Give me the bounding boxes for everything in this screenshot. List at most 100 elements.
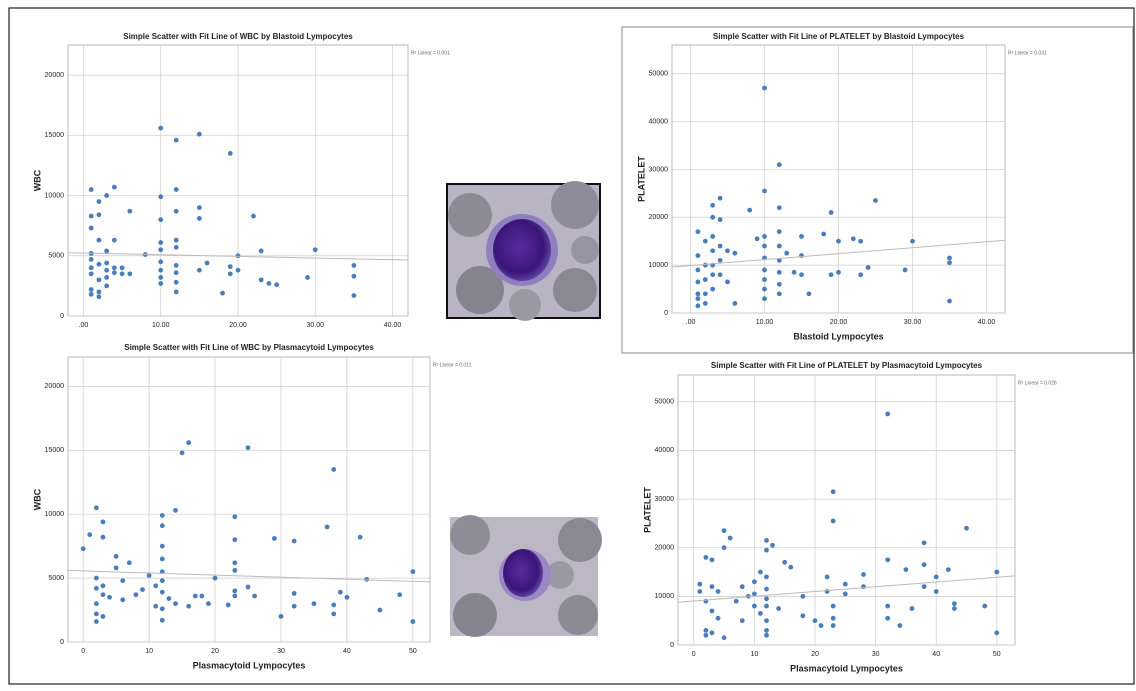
point (721, 545, 727, 551)
point (836, 269, 841, 275)
point (196, 205, 202, 211)
annotation: R² Linear = 0.026 (1018, 380, 1057, 386)
point (776, 281, 782, 287)
point (702, 291, 708, 297)
point (225, 602, 231, 608)
point (173, 279, 179, 285)
point (764, 603, 769, 609)
annotation: R² Linear = 0.011 (433, 362, 472, 368)
point (278, 614, 284, 619)
point (232, 588, 238, 594)
x-tick-label: 30.00 (307, 322, 325, 329)
point (710, 234, 716, 239)
x-tick-label: 0 (692, 651, 696, 658)
point (331, 602, 337, 608)
point (964, 525, 969, 531)
point (885, 557, 891, 563)
point (220, 290, 225, 296)
point (710, 272, 716, 278)
point (173, 187, 179, 192)
point (788, 564, 794, 570)
point (158, 275, 164, 280)
point (212, 575, 218, 581)
point (192, 593, 198, 599)
point (703, 555, 709, 560)
point (337, 589, 343, 595)
point (173, 507, 178, 513)
point (951, 606, 957, 611)
point (87, 532, 93, 538)
point (727, 535, 733, 541)
x-tick-label: 20 (811, 651, 819, 658)
plot-area (67, 356, 431, 643)
point (104, 248, 110, 254)
point (710, 214, 716, 220)
fit-line (677, 575, 1016, 603)
point (702, 262, 708, 268)
fit-line (67, 252, 409, 261)
cell-image (446, 181, 601, 321)
point (910, 238, 915, 244)
point (709, 630, 715, 636)
point (762, 243, 767, 249)
point (126, 560, 132, 566)
point (232, 514, 238, 520)
point (873, 198, 878, 203)
point (88, 287, 94, 292)
point (206, 601, 211, 607)
y-tick-label: 15000 (45, 447, 65, 454)
point (695, 253, 701, 258)
point (291, 591, 297, 596)
point (291, 603, 297, 609)
frame (8, 7, 1135, 685)
point (782, 559, 788, 565)
point (982, 603, 988, 609)
point (821, 231, 827, 237)
point (93, 601, 99, 607)
fit-line (671, 239, 1006, 268)
point (159, 606, 165, 612)
point (733, 598, 739, 604)
point (725, 279, 730, 285)
point (709, 557, 715, 563)
point (947, 298, 952, 304)
point (166, 596, 172, 601)
point (994, 630, 1000, 636)
y-tick-label: 0 (664, 310, 668, 317)
point (96, 212, 102, 218)
point (695, 229, 701, 235)
point (791, 269, 797, 275)
point (100, 614, 106, 619)
point (104, 283, 110, 289)
point (100, 534, 106, 540)
point (830, 489, 836, 495)
y-axis-label: WBC (32, 169, 42, 191)
panel-border (621, 26, 1134, 354)
point (100, 592, 106, 598)
point (885, 615, 891, 621)
point (800, 593, 806, 599)
point (717, 257, 723, 263)
point (245, 584, 251, 590)
point (271, 536, 277, 541)
point (158, 194, 164, 200)
chart-title: Simple Scatter with Fit Line of PLATELET… (711, 361, 983, 370)
x-tick-label: 20.00 (229, 322, 247, 329)
x-tick-label: .00 (686, 319, 696, 326)
point (331, 611, 337, 617)
point (702, 238, 708, 244)
point (885, 603, 891, 609)
point (251, 213, 256, 219)
point (96, 261, 102, 267)
point (158, 247, 164, 253)
point (697, 581, 703, 587)
point (951, 601, 957, 607)
point (897, 623, 903, 628)
plot-area (677, 374, 1016, 646)
point (764, 547, 769, 553)
fit-line (67, 569, 431, 583)
point (88, 265, 94, 271)
point (158, 125, 164, 131)
point (104, 267, 110, 273)
